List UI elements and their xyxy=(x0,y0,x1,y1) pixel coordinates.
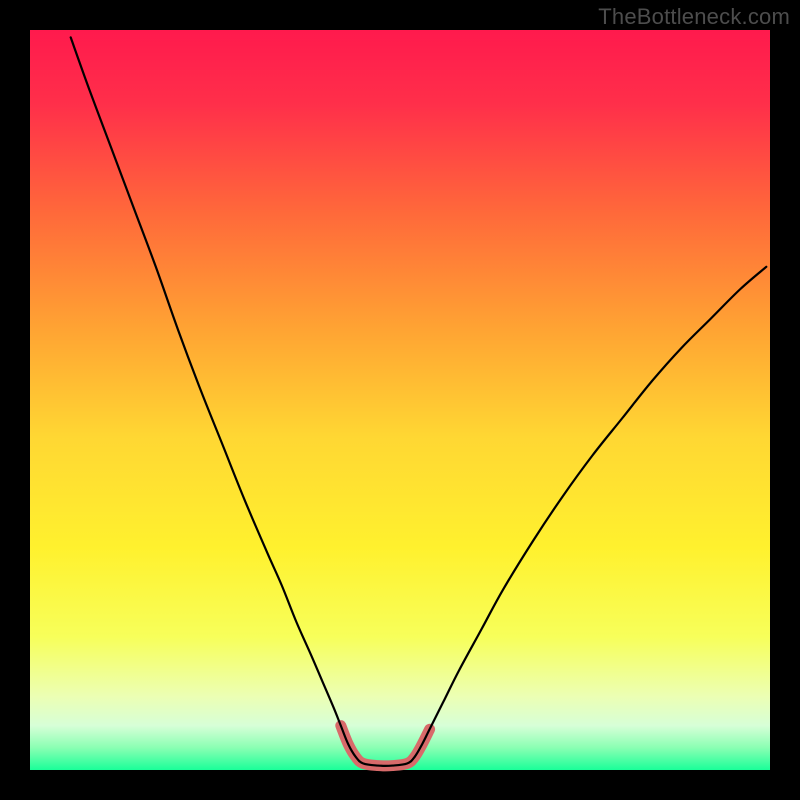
plot-background xyxy=(30,30,770,770)
watermark-text: TheBottleneck.com xyxy=(598,4,790,30)
chart-frame: TheBottleneck.com xyxy=(0,0,800,800)
bottleneck-curve-chart xyxy=(0,0,800,800)
